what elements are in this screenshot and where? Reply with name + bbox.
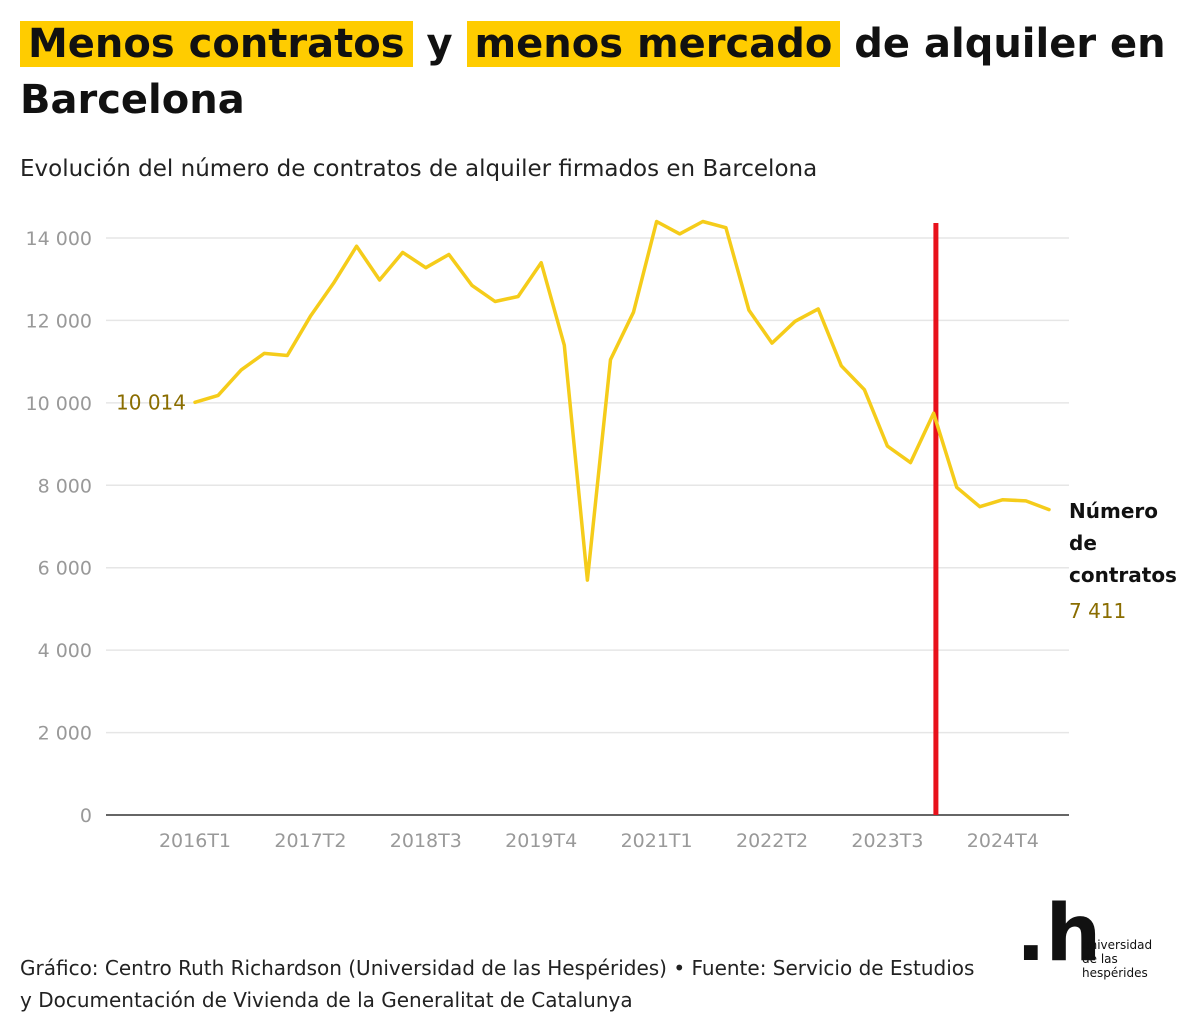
title-rest: de alquiler en Barcelona (20, 21, 1166, 123)
title-connector: y (426, 21, 453, 67)
logo-text: universidad de las hespérides (1082, 938, 1152, 980)
university-logo: .h universidad de las hespérides (1016, 894, 1186, 988)
end-value-label: 7 411 (1069, 599, 1126, 623)
series-layer (193, 219, 1051, 582)
y-tick-label: 4 000 (38, 640, 92, 662)
logo-line-2: de las (1082, 952, 1118, 966)
title-highlight-market: menos mercado (466, 21, 841, 67)
x-tick-label: 2016T1 (159, 830, 231, 852)
x-tick-label: 2023T3 (851, 830, 923, 852)
x-tick-label: 2021T1 (621, 830, 693, 852)
logo-line-1: universidad (1082, 938, 1153, 952)
gridlines (106, 237, 1069, 816)
y-tick-label: 2 000 (38, 723, 92, 745)
y-tick-label: 6 000 (38, 558, 92, 580)
series-line-numero-de-contratos (193, 219, 1051, 582)
y-tick-label: 8 000 (38, 475, 92, 497)
y-tick-label: 0 (80, 805, 92, 827)
x-tick-label: 2017T2 (274, 830, 346, 852)
chart-subtitle: Evolución del número de contratos de alq… (20, 156, 818, 182)
source-footer: Gráfico: Centro Ruth Richardson (Univers… (20, 956, 975, 1012)
x-axis-ticks: 2016T1 2017T2 2018T3 2019T4 2021T1 2022T2 2023… (159, 830, 1039, 852)
series-name-label: de (1069, 531, 1097, 555)
series-name-label: Número (1069, 499, 1158, 523)
x-tick-label: 2018T3 (390, 830, 462, 852)
y-axis-ticks: 0 2 000 4 000 6 000 8 000 10 000 12 000 14 000 (26, 228, 92, 827)
x-tick-label: 2024T4 (967, 830, 1039, 852)
series-name-label: contratos (1069, 563, 1177, 587)
y-tick-label: 12 000 (26, 310, 92, 332)
logo-line-3: hespérides (1082, 966, 1148, 980)
y-tick-label: 10 000 (26, 393, 92, 415)
y-tick-label: 14 000 (26, 228, 92, 250)
chart-title: Menos contratos y menos mercado de alqui… (20, 16, 1180, 128)
annotation-layer: 10 014 Número de contratos 7 411 (116, 390, 1177, 623)
x-tick-label: 2019T4 (505, 830, 577, 852)
start-value-label: 10 014 (116, 390, 186, 414)
x-tick-label: 2022T2 (736, 830, 808, 852)
logo-mark: .h (1016, 889, 1102, 979)
title-highlight-contracts: Menos contratos (20, 21, 413, 67)
